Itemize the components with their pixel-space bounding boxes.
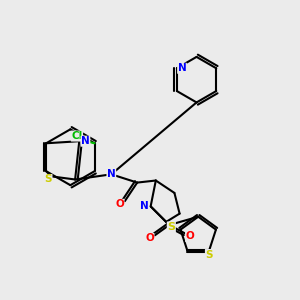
Text: N: N [178,63,186,73]
Text: O: O [186,231,194,242]
Text: N: N [107,169,116,179]
Text: S: S [44,175,52,184]
Text: Cl: Cl [71,131,82,141]
Text: O: O [145,233,154,243]
Text: N: N [81,136,90,146]
Text: O: O [115,199,124,209]
Text: S: S [206,250,213,260]
Text: N: N [140,201,149,212]
Text: S: S [167,222,175,232]
